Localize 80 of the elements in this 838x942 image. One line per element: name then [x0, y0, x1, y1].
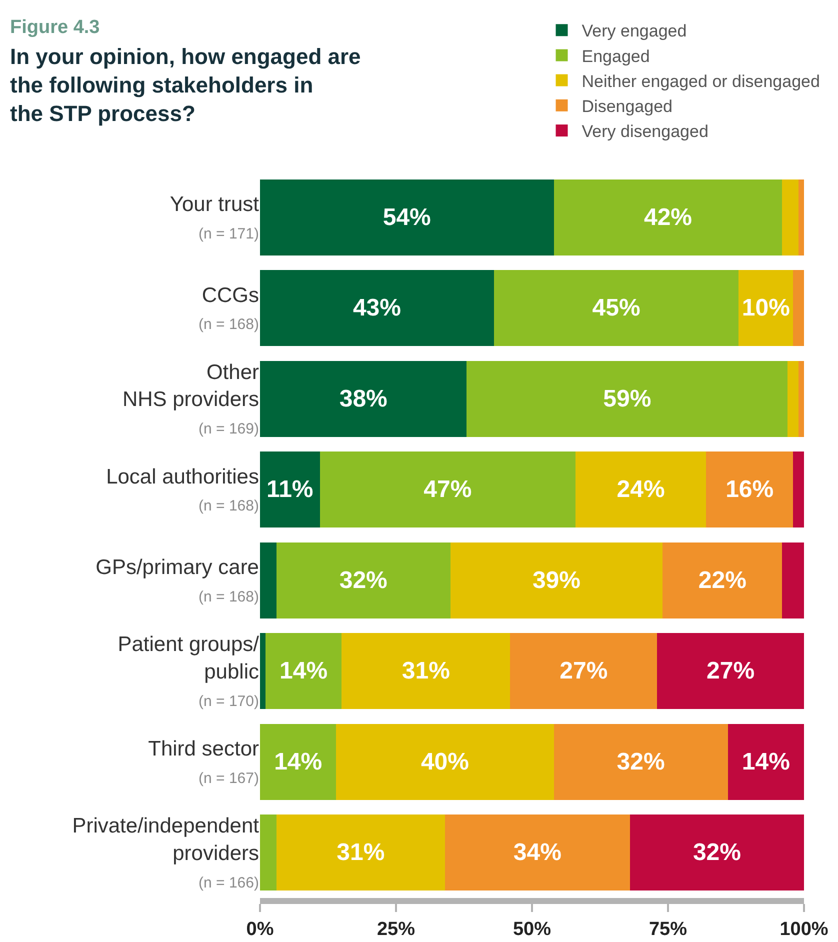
bar: [320, 452, 576, 528]
data-label: 38%: [339, 385, 388, 412]
data-label: 54%: [382, 204, 431, 231]
y-tick-label: Third sector (n = 167): [148, 738, 259, 787]
legend-label: Neither engaged or disengaged: [582, 72, 820, 91]
data-label: 14%: [279, 658, 328, 685]
bar: [798, 360, 804, 437]
data-label: 32%: [339, 566, 388, 594]
bar: [260, 270, 494, 346]
legend-label: Very engaged: [582, 22, 687, 41]
bar: [738, 270, 794, 346]
bar: [788, 360, 799, 437]
legend-label: Disengaged: [582, 97, 673, 116]
bar: [554, 179, 782, 256]
x-tick-label: 100%: [780, 918, 828, 940]
legend-label: Very disengaged: [582, 122, 708, 142]
y-tick-label: Your trust (n = 171): [170, 193, 260, 242]
data-label: 31%: [336, 839, 385, 866]
bar: [657, 633, 804, 710]
bar: [706, 452, 794, 528]
bar: [336, 724, 554, 800]
data-label: 34%: [513, 839, 562, 866]
bar: [260, 814, 276, 891]
bar: [793, 452, 804, 528]
y-tick-label: Other NHS providers (n = 169): [122, 360, 259, 438]
bar: [728, 724, 804, 800]
bar: [260, 724, 336, 800]
bar: [630, 814, 804, 891]
bar: [276, 814, 445, 891]
bar: [466, 360, 788, 437]
legend-label: Engaged: [582, 46, 650, 66]
bar: [554, 724, 728, 800]
data-label: 11%: [266, 476, 314, 504]
bar: [444, 814, 630, 891]
x-tick-label: 75%: [648, 918, 688, 940]
data-label: 42%: [644, 204, 692, 231]
x-tick-label: 50%: [512, 918, 552, 940]
bar: [782, 542, 804, 618]
bar: [260, 360, 467, 437]
bar: [265, 633, 342, 710]
y-tick-label: Local authorities (n = 168): [106, 465, 259, 515]
y-tick-label: GPs/primary care (n = 168): [96, 556, 259, 606]
data-label: 22%: [698, 566, 746, 594]
data-label: 39%: [532, 566, 581, 594]
data-label: 27%: [560, 658, 608, 685]
bar: [450, 542, 663, 618]
y-tick-label: Patient groups/ public (n = 170): [118, 633, 260, 710]
bar: [793, 270, 804, 346]
bar: [260, 633, 266, 710]
data-label: 24%: [616, 476, 665, 504]
bar: [494, 270, 739, 346]
x-tick-label: 25%: [376, 918, 416, 940]
x-tick-label: 0%: [246, 918, 274, 940]
bar: [342, 633, 510, 710]
data-label: 40%: [420, 748, 469, 776]
data-label: 10%: [742, 294, 790, 322]
data-label: 14%: [274, 748, 322, 776]
data-label: 43%: [352, 294, 401, 322]
data-label: 59%: [603, 385, 652, 412]
data-label: 27%: [706, 658, 755, 685]
bar: [276, 542, 450, 618]
y-tick-label: Private/independent providers (n = 166): [72, 814, 260, 892]
bar: [510, 633, 658, 710]
data-label: 32%: [692, 839, 741, 866]
bar: [782, 179, 799, 256]
data-label: 14%: [742, 748, 790, 776]
data-label: 16%: [726, 476, 774, 504]
data-label: 31%: [402, 658, 450, 685]
data-label: 47%: [424, 476, 472, 504]
data-label: 45%: [592, 294, 640, 322]
chart-subtitle: In your opinion, how engaged are the following stakeholders in the STP process?: [10, 44, 361, 126]
bar: [260, 452, 320, 528]
bar: [576, 452, 706, 528]
bar: [662, 542, 782, 618]
bar: [260, 179, 554, 256]
text: Figure 4.3: [10, 17, 100, 38]
data-label: 32%: [616, 748, 665, 776]
bar: [260, 542, 276, 618]
bar: [798, 179, 804, 256]
y-tick-label: CCGs (n = 168): [198, 284, 259, 334]
